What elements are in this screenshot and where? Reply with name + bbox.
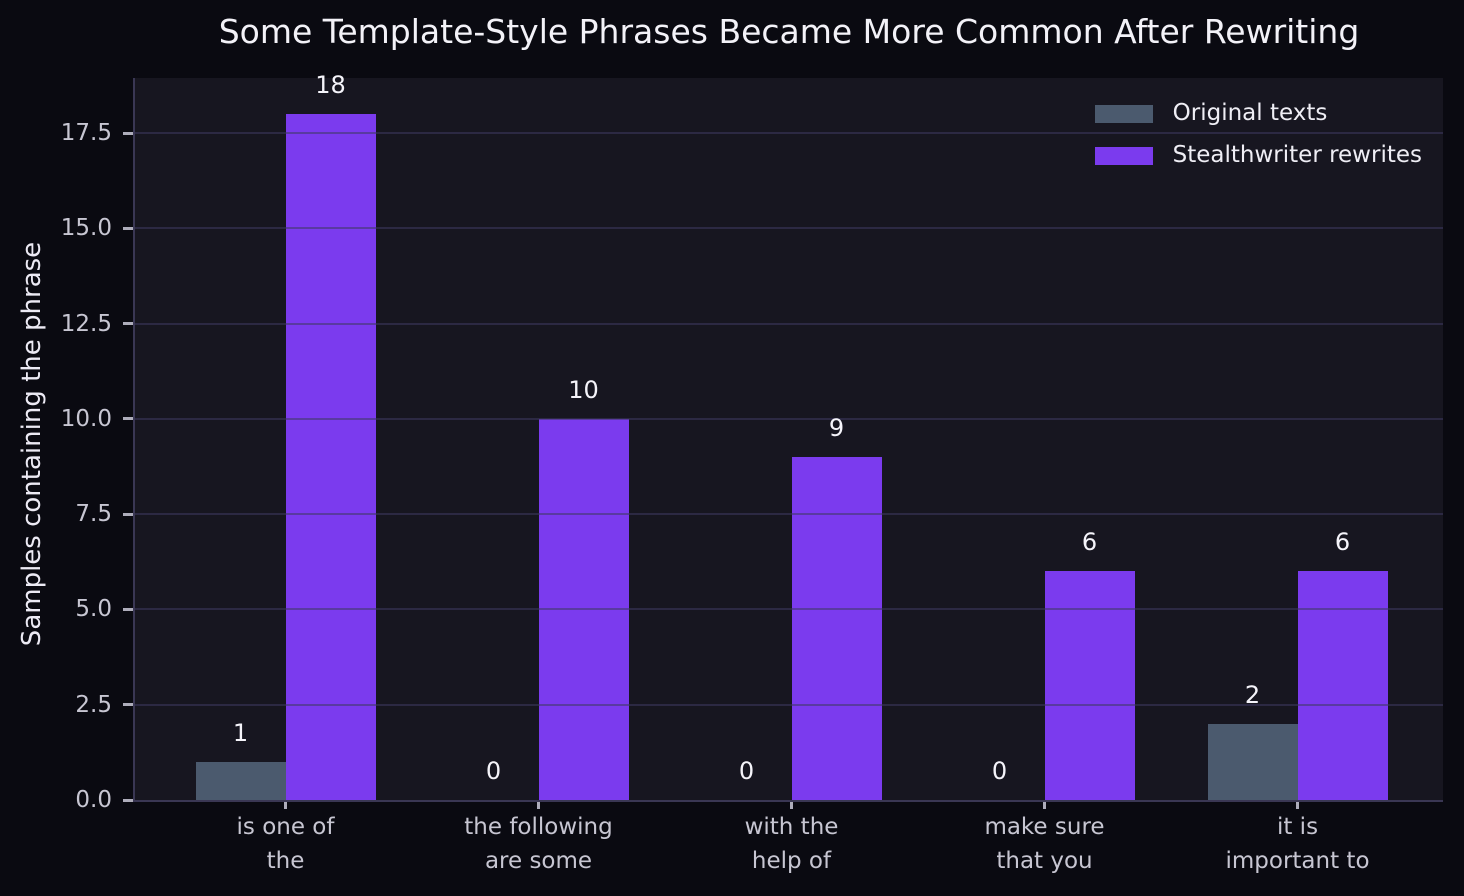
y-tick-label: 7.5 — [75, 501, 112, 528]
bar-value-label: 0 — [485, 757, 502, 785]
x-tick-label: make sure that you — [984, 814, 1105, 874]
x-axis-spine — [133, 800, 1443, 802]
gridline — [135, 703, 1443, 706]
y-tick-label: 0.0 — [75, 787, 112, 813]
x-tick-mark — [1296, 800, 1299, 809]
y-tick-label: 5.0 — [75, 596, 112, 623]
gridline — [135, 608, 1443, 611]
bar-original — [195, 761, 286, 800]
legend-item-rewrites: Stealthwriter rewrites — [1094, 140, 1422, 171]
plot-area: 1 0 0 0 2 18 10 9 6 6 — [133, 71, 1443, 802]
x-tick-label: with the help of — [744, 814, 839, 874]
y-tick-label: 2.5 — [75, 691, 112, 718]
x-tick-label: the following are some — [464, 814, 613, 874]
x-tick-mark — [537, 800, 540, 809]
bar-value-label: 0 — [738, 757, 755, 785]
x-tick-mark — [284, 800, 287, 809]
y-tick-label: 12.5 — [60, 310, 112, 337]
y-tick-label: 15.0 — [60, 215, 112, 242]
y-tick-mark — [123, 512, 133, 516]
bar-rewrites — [791, 457, 882, 800]
y-tick-mark — [123, 703, 133, 707]
gridline — [135, 417, 1443, 420]
legend: Original texts Stealthwriter rewrites — [1094, 98, 1422, 171]
bar-value-label: 9 — [828, 414, 845, 443]
y-tick-mark — [123, 131, 133, 135]
legend-label-original: Original texts — [1172, 100, 1328, 126]
gridline — [135, 513, 1443, 516]
x-tick-mark — [790, 800, 793, 809]
x-tick-label: is one of the — [236, 814, 335, 874]
gridline — [135, 132, 1443, 135]
y-axis-spine — [133, 78, 135, 802]
bar-original — [1207, 723, 1298, 800]
y-tick-mark — [123, 417, 133, 421]
bar-value-label: 6 — [1334, 528, 1351, 557]
bar-value-label: 18 — [315, 71, 346, 100]
bar-value-label: 6 — [1081, 528, 1098, 557]
bar-value-label: 2 — [1244, 680, 1261, 709]
legend-swatch-rewrites — [1094, 146, 1153, 165]
x-tick-label: it is important to — [1225, 814, 1370, 874]
y-tick-label: 10.0 — [60, 405, 112, 432]
gridline — [135, 227, 1443, 230]
y-tick-mark — [123, 322, 133, 326]
bar-rewrites — [285, 114, 376, 800]
bar-value-label: 10 — [568, 375, 599, 404]
y-tick-label: 17.5 — [60, 120, 112, 147]
chart-title: Some Template-Style Phrases Became More … — [218, 12, 1360, 51]
bar-value-label: 0 — [991, 757, 1008, 785]
x-tick-mark — [1043, 800, 1046, 809]
y-tick-mark — [123, 798, 133, 802]
legend-label-rewrites: Stealthwriter rewrites — [1172, 142, 1422, 168]
y-tick-mark — [123, 226, 133, 230]
legend-swatch-original — [1094, 104, 1153, 123]
legend-item-original: Original texts — [1094, 98, 1422, 129]
bar-value-label: 1 — [232, 718, 249, 747]
y-tick-mark — [123, 607, 133, 611]
gridline — [135, 322, 1443, 325]
